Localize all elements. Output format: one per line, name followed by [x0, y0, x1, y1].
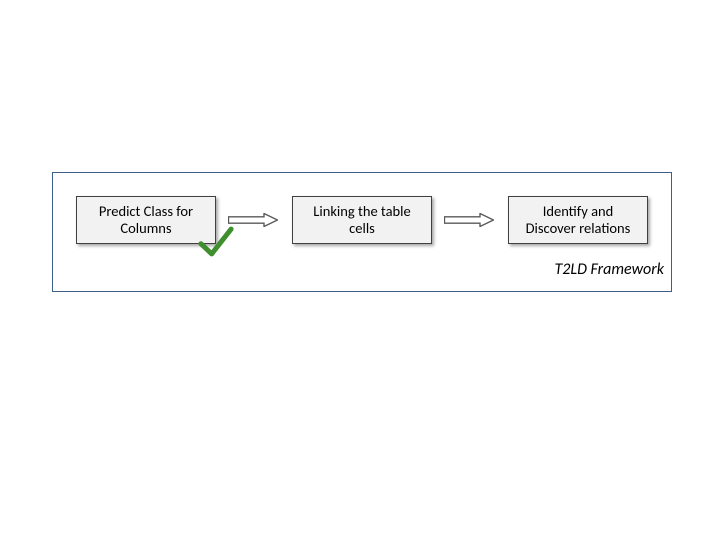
- node-predict-class-line2: Columns: [99, 220, 193, 237]
- node-predict-class-line1: Predict Class for: [99, 203, 193, 220]
- node-predict-class: Predict Class for Columns: [76, 196, 216, 244]
- node-linking-cells-line1: Linking the table: [313, 203, 410, 220]
- arrow-2-icon: [444, 213, 494, 227]
- arrow-1-icon: [228, 213, 278, 227]
- node-identify-discover: Identify and Discover relations: [508, 196, 648, 244]
- checkmark-icon: [198, 225, 234, 259]
- node-identify-discover-line2: Discover relations: [526, 220, 631, 237]
- node-linking-cells-line2: cells: [313, 220, 410, 237]
- diagram-stage: Predict Class for Columns Linking the ta…: [0, 0, 720, 540]
- node-linking-cells: Linking the table cells: [292, 196, 432, 244]
- node-identify-discover-line1: Identify and: [526, 203, 631, 220]
- framework-caption: T2LD Framework: [508, 260, 664, 279]
